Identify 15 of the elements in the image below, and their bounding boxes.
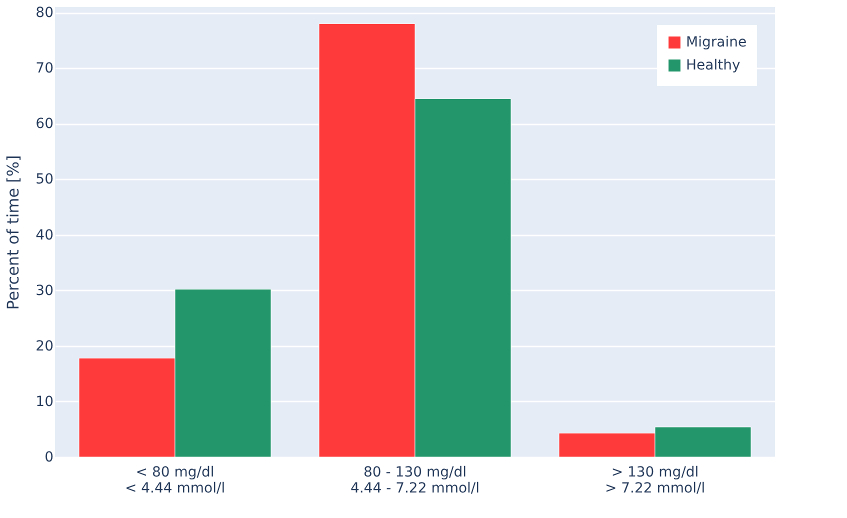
y-tick-label: 0: [44, 450, 54, 466]
y-tick-label: 20: [36, 338, 54, 354]
x-tick-label: > 130 mg/dl > 7.22 mmol/l: [604, 464, 706, 496]
y-tick-label: 30: [36, 282, 54, 299]
legend-label: Migraine: [686, 34, 747, 50]
y-tick-label: 60: [36, 116, 54, 132]
y-tick-label: 40: [36, 227, 54, 244]
y-tick-label: 10: [36, 394, 54, 410]
x-tick-label: 80 - 130 mg/dl 4.44 - 7.22 mmol/l: [350, 464, 480, 496]
legend-label: Healthy: [686, 58, 740, 74]
y-axis-title: Percent of time [%]: [4, 155, 23, 310]
y-tick-label: 50: [36, 172, 54, 188]
x-tick-label: < 80 mg/dl < 4.44 mmol/l: [124, 464, 226, 496]
y-tick-label: 70: [36, 60, 54, 77]
y-tick-label: 80: [36, 5, 54, 22]
